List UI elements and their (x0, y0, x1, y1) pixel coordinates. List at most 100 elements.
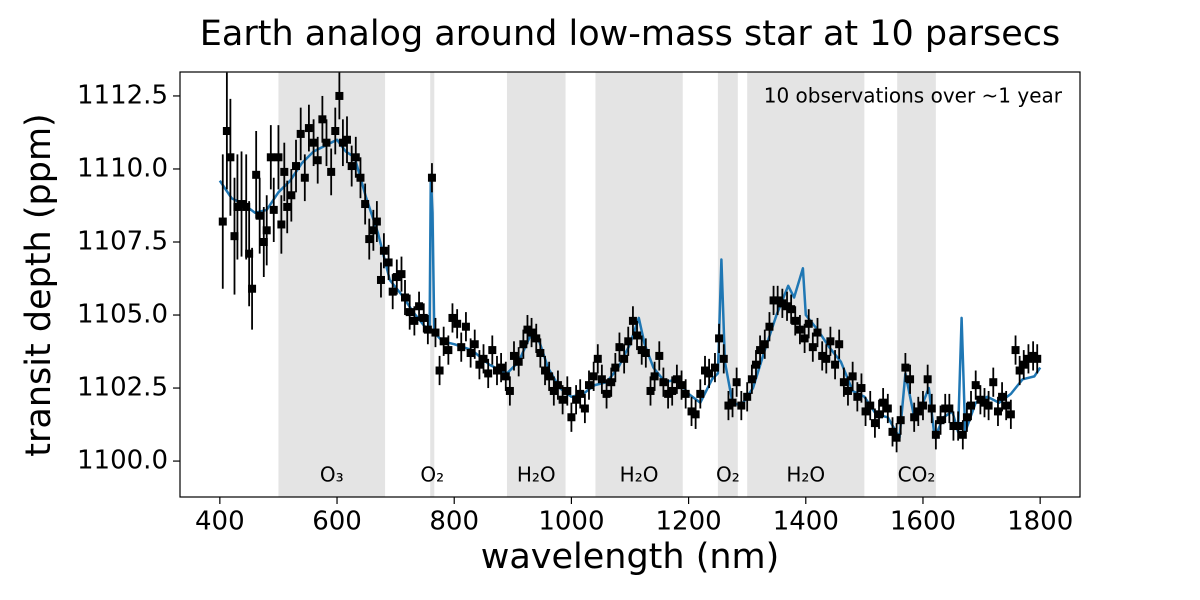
y-axis-label: transit depth (ppm) (19, 113, 59, 456)
x-tick-label: 1800 (1007, 507, 1073, 537)
data-point (791, 316, 800, 325)
data-point (331, 127, 340, 136)
y-tick-label: 1110.0 (77, 153, 168, 183)
data-point (461, 322, 470, 331)
data-point (448, 313, 457, 322)
data-point (369, 226, 378, 235)
data-point (351, 153, 360, 162)
data-point (453, 319, 462, 328)
data-point (356, 173, 365, 182)
data-point (857, 384, 866, 393)
data-point (914, 407, 923, 416)
data-point (1015, 366, 1024, 375)
data-point (309, 138, 318, 147)
x-tick-label: 1200 (656, 507, 722, 537)
data-point (1002, 401, 1011, 410)
data-point (664, 389, 673, 398)
data-point (870, 419, 879, 428)
data-point (659, 378, 668, 387)
data-point (545, 372, 554, 381)
data-point (808, 343, 817, 352)
data-point (318, 115, 327, 124)
data-point (989, 378, 998, 387)
data-point (300, 173, 309, 182)
data-point (993, 407, 1002, 416)
data-point (715, 334, 724, 343)
data-point (945, 404, 954, 413)
data-point (826, 337, 835, 346)
data-point (304, 124, 313, 133)
data-point (901, 363, 910, 372)
data-point (835, 340, 844, 349)
data-point (620, 354, 629, 363)
data-point (668, 386, 677, 395)
data-point (719, 354, 728, 363)
data-point (361, 200, 370, 209)
data-point (222, 127, 231, 136)
data-point (479, 354, 488, 363)
data-point (1029, 351, 1038, 360)
data-point (918, 401, 927, 410)
data-point (262, 226, 271, 235)
data-point (1024, 354, 1033, 363)
absorption-band (595, 72, 683, 497)
data-point (372, 217, 381, 226)
data-point (967, 401, 976, 410)
data-point (419, 313, 428, 322)
data-point (536, 348, 545, 357)
data-point (848, 372, 857, 381)
data-point (392, 273, 401, 282)
data-point (611, 363, 620, 372)
data-point (553, 381, 562, 390)
data-point (242, 202, 251, 211)
data-point (466, 348, 475, 357)
data-point (347, 162, 356, 171)
data-point (245, 249, 254, 258)
data-point (523, 325, 532, 334)
data-point (787, 305, 796, 314)
data-point (691, 410, 700, 419)
data-point (237, 200, 246, 209)
x-axis-label: wavelength (nm) (481, 537, 780, 577)
data-point (435, 366, 444, 375)
data-point (527, 328, 536, 337)
data-point (541, 366, 550, 375)
data-point (292, 162, 301, 171)
y-tick-label: 1100.0 (77, 446, 168, 476)
data-point (563, 386, 572, 395)
data-point (728, 398, 737, 407)
data-point (342, 135, 351, 144)
data-point (401, 293, 409, 302)
data-point (602, 389, 611, 398)
data-point (980, 398, 989, 407)
data-point (484, 369, 493, 378)
y-tick-label: 1107.5 (77, 227, 168, 257)
data-point (379, 246, 388, 255)
data-point (641, 348, 650, 357)
data-point (650, 372, 659, 381)
data-point (519, 340, 528, 349)
data-point (879, 398, 888, 407)
data-point (866, 401, 875, 410)
data-point (549, 386, 558, 395)
data-point (567, 413, 576, 422)
data-point (883, 404, 892, 413)
band-label: O₃ (320, 463, 344, 487)
axes-frame (179, 71, 1081, 498)
data-point (655, 351, 664, 360)
data-point (892, 433, 901, 442)
y-tick-label: 1105.0 (77, 300, 168, 330)
data-point (597, 375, 606, 384)
data-point (927, 404, 936, 413)
data-point (230, 232, 239, 241)
data-point (259, 238, 268, 246)
x-tick-label: 1400 (773, 507, 839, 537)
data-point (1006, 410, 1015, 419)
data-point (584, 381, 593, 390)
data-point (589, 372, 598, 381)
data-point (971, 381, 980, 390)
data-point (1011, 346, 1020, 355)
data-point (1033, 354, 1042, 363)
data-point (266, 153, 275, 162)
x-tick-label: 1600 (890, 507, 956, 537)
